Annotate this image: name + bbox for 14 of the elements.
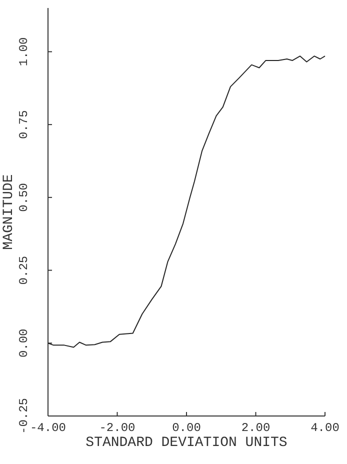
- x-tick-label: 2.00: [241, 421, 270, 435]
- x-tick-label: 0.00: [172, 421, 201, 435]
- line-series: [48, 56, 326, 348]
- x-tick-label: 4.00: [310, 421, 340, 435]
- y-tick-label: 0.50: [17, 183, 31, 212]
- y-tick-label: 0.00: [17, 328, 31, 358]
- x-tick-label: -2.00: [99, 421, 136, 435]
- y-tick-label: 1.00: [17, 37, 31, 66]
- y-axis-title: MAGNITUDE: [1, 174, 17, 250]
- x-axis-title: STANDARD DEVIATION UNITS: [86, 435, 288, 451]
- y-tick-label: 0.75: [17, 110, 31, 139]
- y-tick-label: 0.25: [17, 256, 31, 285]
- x-tick-label: -4.00: [30, 421, 66, 435]
- y-tick-label: -0.25: [17, 398, 31, 434]
